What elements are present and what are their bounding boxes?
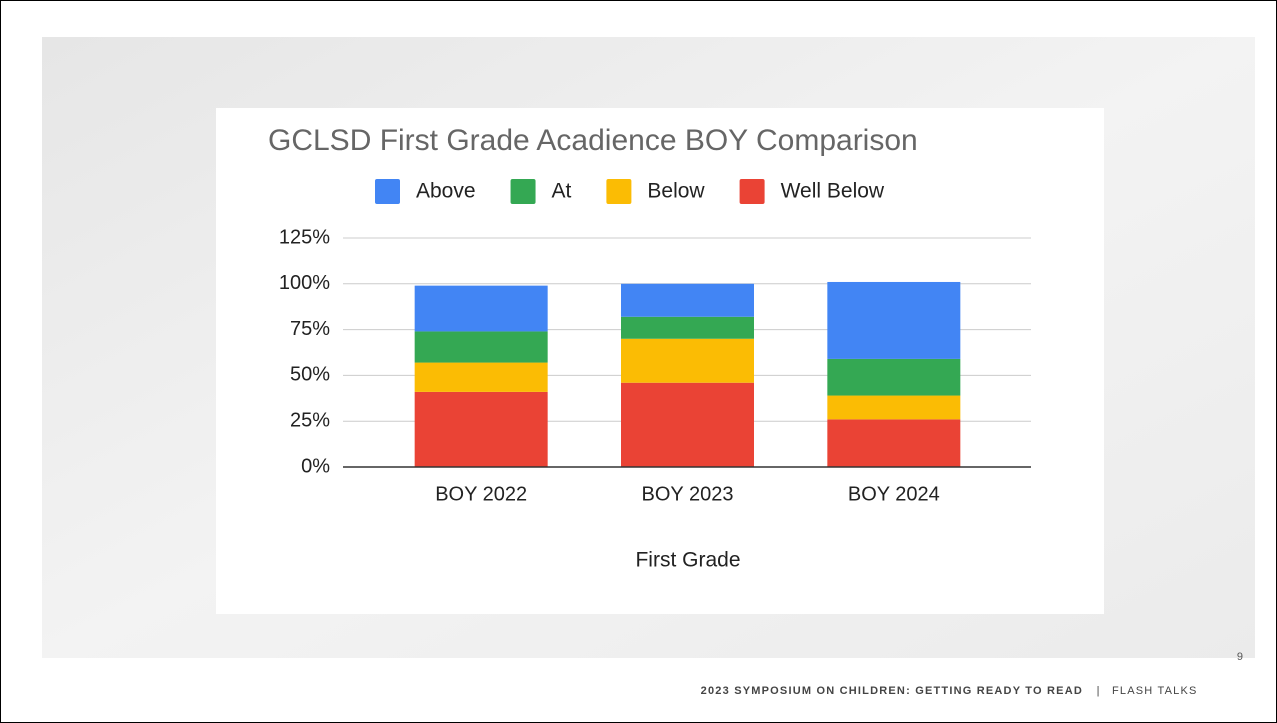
y-tick-label: 125%: [279, 226, 330, 248]
y-tick-label: 0%: [301, 455, 330, 477]
legend-label: Above: [416, 180, 476, 203]
footer-title: 2023 SYMPOSIUM ON CHILDREN: GETTING READ…: [701, 685, 1083, 697]
bar-segment: [621, 283, 754, 317]
legend-label: Well Below: [781, 180, 885, 203]
legend-label: At: [552, 180, 572, 203]
bar-segment: [827, 419, 961, 467]
x-axis-label: First Grade: [635, 549, 740, 572]
x-tick-label: BOY 2024: [848, 483, 940, 505]
page-number: 9: [1237, 651, 1243, 663]
bar-segment: [621, 382, 754, 467]
y-tick-label: 50%: [290, 364, 330, 386]
legend-swatch: [375, 179, 400, 204]
legend-swatch: [739, 179, 765, 204]
footer-section: FLASH TALKS: [1112, 685, 1198, 697]
bar-segment: [621, 338, 754, 383]
bar-segment: [827, 395, 961, 420]
x-tick-label: BOY 2023: [642, 483, 734, 505]
bar-segment: [827, 358, 961, 396]
legend-swatch: [606, 179, 632, 204]
y-tick-label: 100%: [279, 272, 330, 294]
bar-segment: [414, 285, 548, 332]
y-tick-label: 25%: [290, 409, 330, 431]
x-tick-label: BOY 2022: [435, 483, 527, 505]
chart-title: GCLSD First Grade Acadience BOY Comparis…: [268, 124, 918, 157]
legend-label: Below: [647, 180, 705, 203]
bar-segment: [621, 316, 754, 339]
bar-segment: [827, 281, 961, 359]
legend-swatch: [510, 179, 536, 204]
bar-segment: [414, 391, 548, 467]
y-tick-label: 75%: [290, 318, 330, 340]
bar-segment: [414, 362, 548, 392]
footer-separator: |: [1097, 685, 1100, 697]
bar-segment: [414, 331, 548, 363]
